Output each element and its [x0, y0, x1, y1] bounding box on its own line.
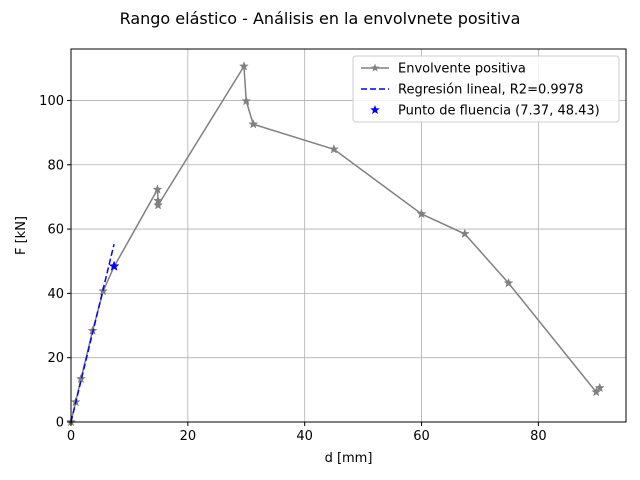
envolvente-point [503, 277, 514, 288]
envolvente-point [75, 373, 86, 384]
envolvente-point [591, 386, 602, 397]
envolvente-point [238, 61, 249, 71]
legend-label: Envolvente positiva [398, 62, 526, 77]
legend-label: Punto de fluencia (7.37, 48.43) [398, 104, 600, 119]
x-tick-label: 40 [296, 429, 313, 444]
series-line-regresion [70, 244, 115, 423]
y-tick-label: 60 [47, 223, 64, 238]
y-axis-label: F [kN] [14, 216, 29, 255]
x-tick-label: 60 [413, 429, 430, 444]
envolvente-point [594, 382, 605, 393]
x-axis-label: d [mm] [325, 451, 373, 466]
envolvente-point [248, 119, 259, 129]
envolvente-point [152, 184, 163, 194]
y-tick-label: 0 [56, 416, 64, 431]
legend-box [352, 55, 620, 123]
chart-title: Rango elástico - Análisis en la envolvne… [120, 9, 521, 28]
x-tick-label: 0 [67, 429, 75, 444]
y-tick-label: 100 [39, 94, 64, 109]
axis-ticks: 0 20 40 60 80 0 20 40 60 80 100 [39, 94, 546, 444]
envolvente-point [153, 200, 164, 210]
y-tick-label: 20 [47, 351, 64, 366]
legend-marker-envolvente [370, 63, 380, 72]
yield-point-marker [108, 260, 120, 271]
envolvente-point [328, 144, 339, 154]
x-tick-label: 20 [180, 429, 197, 444]
legend-marker-fluencia [370, 105, 380, 115]
legend-label: Regresión lineal, R2=0.9978 [398, 83, 583, 98]
legend: Envolvente positiva Regresión lineal, R2=… [352, 55, 620, 123]
x-tick-label: 80 [530, 429, 547, 444]
y-tick-label: 40 [47, 287, 64, 302]
envolvente-point [241, 95, 252, 106]
y-tick-label: 80 [47, 158, 64, 173]
envolvente-point [416, 208, 427, 219]
plot-area-frame [70, 48, 627, 423]
envolvente-point [459, 228, 470, 239]
